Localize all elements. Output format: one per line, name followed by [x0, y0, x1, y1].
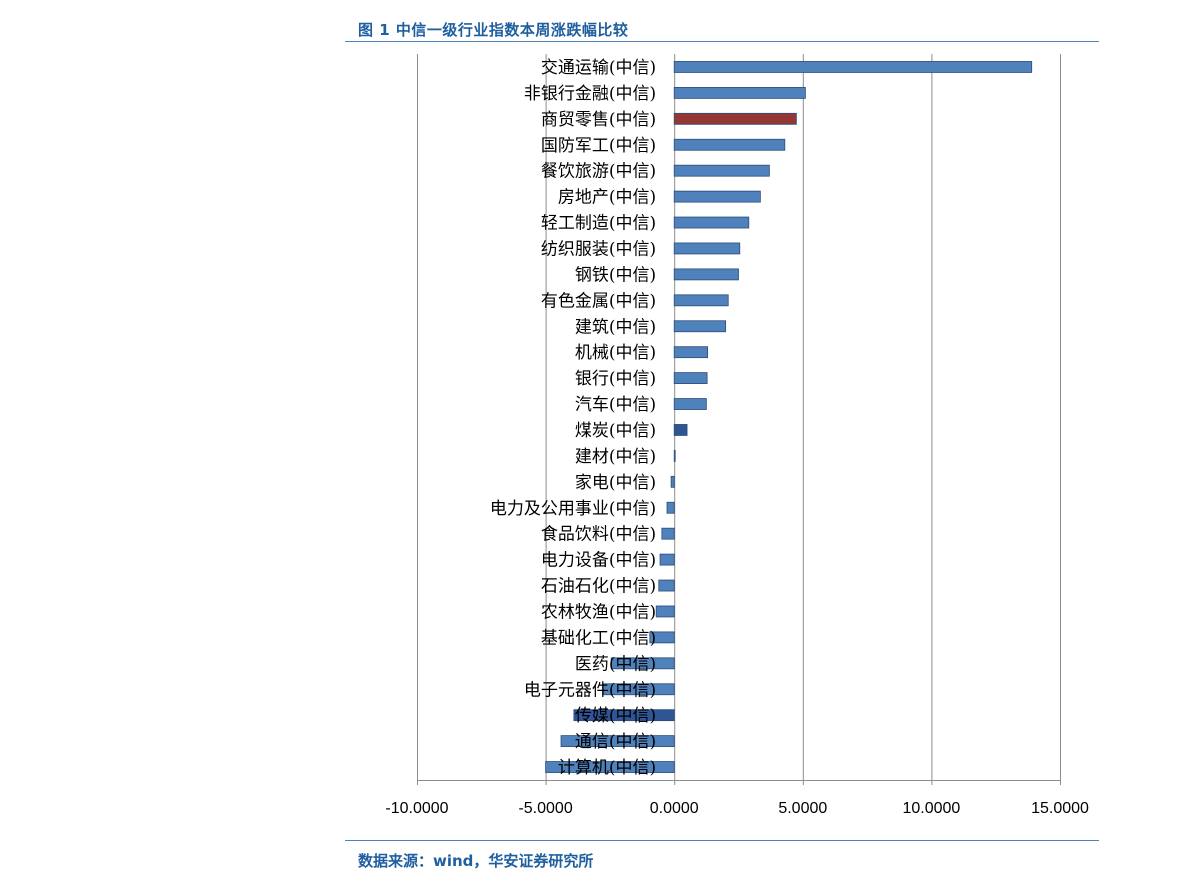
- category-label-11: 机械(中信): [575, 343, 656, 363]
- bar-22: [649, 631, 675, 644]
- x-tick-labels: -10.0000 -5.0000 0.0000 5.0000 10.0000 15.000…: [385, 800, 1089, 817]
- bar-2: [673, 112, 797, 125]
- category-label-1: 非银行金融(中信): [524, 84, 656, 104]
- category-label-24: 电子元器件(中信): [524, 680, 656, 700]
- bar-16: [670, 475, 675, 488]
- category-label-4: 餐饮旅游(中信): [541, 162, 656, 182]
- bar-14: [673, 424, 688, 436]
- category-label-26: 通信(中信): [575, 732, 656, 752]
- title-rule: [345, 41, 1099, 42]
- bar-3: [673, 138, 786, 151]
- source-note: 数据来源：wind，华安证券研究所: [358, 852, 594, 870]
- bar-10: [673, 320, 727, 333]
- category-label-3: 国防军工(中信): [541, 136, 656, 156]
- category-label-0: 交通运输(中信): [541, 58, 656, 78]
- bar-18: [661, 527, 675, 540]
- bar-17: [666, 501, 675, 514]
- bar-0: [673, 61, 1033, 73]
- bar-5: [673, 190, 761, 203]
- category-label-2: 商贸零售(中信): [541, 110, 656, 130]
- category-label-15: 建材(中信): [575, 447, 656, 467]
- bar-27: [545, 761, 675, 773]
- bar-1: [673, 86, 806, 99]
- category-label-20: 石油石化(中信): [541, 577, 656, 597]
- bar-6: [673, 216, 750, 229]
- category-label-17: 电力及公用事业(中信): [490, 499, 656, 519]
- grid-lines: [417, 54, 1061, 785]
- bar-12: [673, 372, 708, 385]
- bars: [545, 61, 1033, 773]
- bar-9: [673, 294, 729, 307]
- category-label-7: 纺织服装(中信): [541, 239, 656, 259]
- bar-11: [673, 346, 709, 359]
- bar-21: [655, 605, 675, 618]
- category-label-12: 银行(中信): [575, 369, 656, 389]
- bar-15: [673, 449, 676, 462]
- category-label-6: 轻工制造(中信): [541, 214, 656, 234]
- x-tick-label-3: 5.0000: [778, 800, 827, 817]
- x-tick-label-0: -10.0000: [385, 800, 448, 817]
- bar-20: [658, 579, 675, 592]
- category-label-5: 房地产(中信): [558, 188, 656, 208]
- x-tick-label-5: 15.0000: [1031, 800, 1089, 817]
- x-tick-label-2: 0.0000: [650, 800, 699, 817]
- category-label-21: 农林牧渔(中信): [541, 602, 656, 622]
- category-label-10: 建筑(中信): [575, 317, 656, 337]
- bar-4: [673, 164, 770, 177]
- category-label-13: 汽车(中信): [575, 395, 656, 415]
- bar-7: [673, 242, 741, 255]
- bar-8: [673, 268, 739, 281]
- bar-25: [573, 709, 675, 722]
- bar-13: [673, 398, 707, 410]
- category-label-22: 基础化工(中信): [541, 628, 656, 648]
- category-label-25: 传媒(中信): [575, 706, 656, 726]
- category-label-16: 家电(中信): [575, 473, 656, 493]
- category-label-9: 有色金属(中信): [541, 291, 656, 311]
- bar-24: [603, 683, 675, 696]
- category-label-19: 电力设备(中信): [541, 551, 656, 571]
- category-label-18: 食品饮料(中信): [541, 525, 656, 545]
- category-label-23: 医药(中信): [575, 654, 656, 674]
- bar-23: [610, 657, 675, 670]
- category-label-8: 钢铁(中信): [575, 265, 656, 285]
- category-label-27: 计算机(中信): [558, 758, 656, 778]
- category-label-14: 煤炭(中信): [575, 421, 656, 441]
- category-labels: 交通运输(中信) 非银行金融(中信) 商贸零售(中信) 国防军工(中信) 餐饮旅游(中信…: [490, 58, 656, 778]
- figure-title: 图 1 中信一级行业指数本周涨跌幅比较: [358, 21, 629, 39]
- x-tick-label-4: 10.0000: [902, 800, 960, 817]
- source-rule: [345, 840, 1099, 841]
- bar-19: [659, 553, 675, 566]
- bar-26: [560, 735, 675, 748]
- x-tick-label-1: -5.0000: [518, 800, 572, 817]
